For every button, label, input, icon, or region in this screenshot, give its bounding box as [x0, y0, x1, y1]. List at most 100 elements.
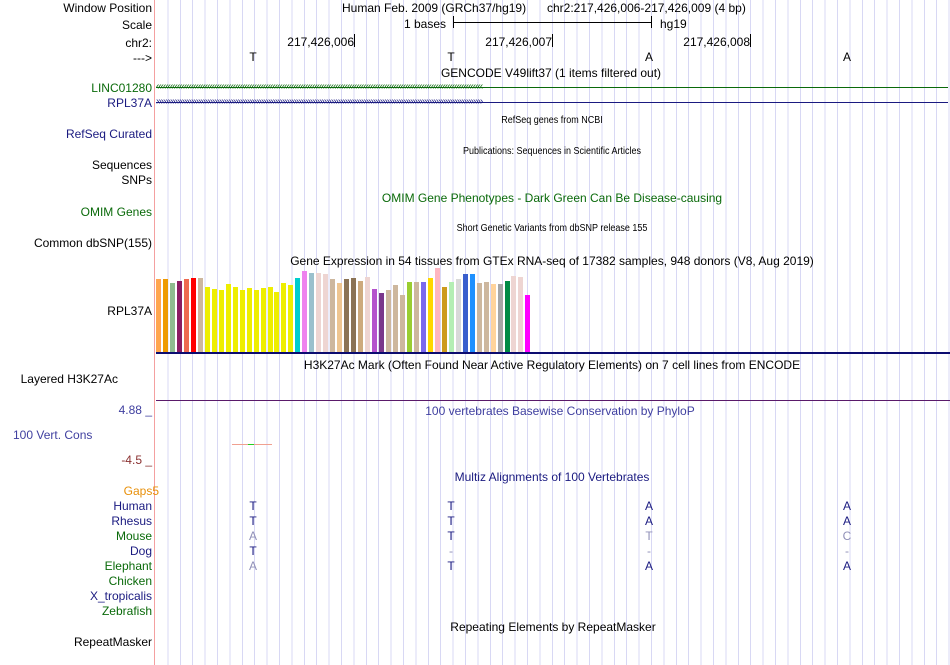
species-label[interactable]: Chicken [108, 574, 152, 588]
gtex-bar[interactable] [525, 295, 531, 353]
gtex-bar[interactable] [455, 279, 461, 353]
gtex-bar[interactable] [190, 278, 196, 353]
gtex-bar[interactable] [365, 276, 371, 353]
gtex-bar[interactable] [399, 295, 405, 353]
phylop-label[interactable]: 100 Vert. Cons [13, 428, 93, 442]
alignment-base: T [249, 499, 257, 513]
gtex-bar[interactable] [483, 281, 489, 353]
species-label[interactable]: X_tropicalis [89, 589, 152, 603]
gtex-bar[interactable] [392, 285, 398, 353]
gtex-bar[interactable] [330, 279, 336, 353]
tick-label: 217,426,007 [485, 35, 552, 49]
tick-mark [552, 34, 553, 47]
gene-rpl37a[interactable]: ››››››››››››››››››››››››››››››››››››››››… [156, 97, 948, 107]
gtex-bar[interactable] [476, 283, 482, 353]
gtex-bar[interactable] [427, 278, 433, 353]
sequence-base: A [842, 50, 852, 64]
gtex-bar[interactable] [162, 279, 168, 353]
sequence-base: T [447, 50, 455, 64]
gtex-bar[interactable] [511, 275, 517, 353]
gtex-bar[interactable] [358, 280, 364, 353]
gtex-bar[interactable] [281, 283, 287, 353]
gtex-bar[interactable] [490, 284, 496, 353]
snps-label[interactable]: SNPs [121, 173, 152, 187]
gtex-bar[interactable] [344, 279, 350, 353]
dbsnp-label[interactable]: Common dbSNP(155) [33, 236, 152, 250]
repeatmasker-label[interactable]: RepeatMasker [73, 635, 152, 649]
gtex-bar[interactable] [337, 283, 343, 353]
sequences-label[interactable]: Sequences [91, 158, 152, 172]
species-label[interactable]: Dog [129, 544, 152, 558]
gtex-bar[interactable] [386, 290, 391, 353]
alignment-base: A [842, 514, 852, 528]
tick-mark [354, 34, 355, 47]
gtex-bar[interactable] [197, 278, 203, 353]
gene-label-linc01280[interactable]: LINC01280 [91, 81, 152, 95]
alignment-base: A [644, 514, 654, 528]
gtex-bar[interactable] [379, 292, 385, 353]
gtex-bar[interactable] [211, 289, 217, 353]
gtex-bar[interactable] [156, 279, 161, 353]
gtex-bar[interactable] [253, 290, 259, 353]
repeatmasker-title: Repeating Elements by RepeatMasker [450, 620, 656, 634]
gtex-bar[interactable] [518, 276, 524, 353]
alignment-base: T [447, 499, 455, 513]
gtex-bar[interactable] [295, 278, 301, 353]
gaps-label[interactable]: Gaps5 [123, 484, 159, 498]
gtex-bar[interactable] [497, 284, 503, 353]
gtex-bar[interactable] [267, 286, 273, 353]
species-label[interactable]: Elephant [104, 559, 152, 573]
gtex-bar[interactable] [351, 278, 357, 353]
gtex-bar[interactable] [204, 286, 210, 353]
phylop-min: -4.5 _ [121, 453, 152, 467]
gtex-bar[interactable] [218, 290, 224, 353]
gene-linc01280[interactable]: ‹‹‹‹‹‹‹‹‹‹‹‹‹‹‹‹‹‹‹‹‹‹‹‹‹‹‹‹‹‹‹‹‹‹‹‹‹‹‹‹… [156, 82, 948, 92]
species-label[interactable]: Human [113, 499, 152, 513]
gtex-bar[interactable] [260, 287, 266, 353]
gtex-bar[interactable] [176, 280, 182, 353]
alignment-base: A [842, 499, 852, 513]
gene-label-rpl37a[interactable]: RPL37A [107, 96, 152, 110]
gtex-bar-chart[interactable] [156, 266, 536, 353]
gtex-bar[interactable] [323, 273, 329, 353]
species-label[interactable]: Rhesus [111, 514, 152, 528]
scale-bar-end [453, 16, 454, 28]
gtex-bar[interactable] [239, 290, 245, 353]
gtex-bar[interactable] [302, 270, 308, 353]
omim-label[interactable]: OMIM Genes [80, 205, 152, 219]
gtex-bar[interactable] [406, 281, 412, 353]
gtex-bar[interactable] [225, 284, 231, 353]
tick-label: 217,426,006 [287, 35, 354, 49]
sequence-base: A [644, 50, 654, 64]
gtex-bar[interactable] [462, 273, 468, 353]
alignment-base: - [845, 544, 849, 558]
gtex-bar[interactable] [372, 289, 378, 353]
gtex-bar[interactable] [183, 279, 189, 353]
gtex-bar[interactable] [420, 281, 426, 353]
gtex-bar[interactable] [288, 285, 294, 353]
alignment-base: A [842, 559, 852, 573]
alignment-base: - [449, 544, 453, 558]
species-label[interactable]: Zebrafish [101, 604, 152, 618]
sequence-base: T [249, 50, 257, 64]
gtex-bar[interactable] [434, 268, 440, 353]
gtex-bar[interactable] [246, 288, 252, 353]
gtex-bar[interactable] [274, 291, 280, 353]
omim-title: OMIM Gene Phenotypes - Dark Green Can Be… [381, 191, 723, 205]
gtex-bar[interactable] [309, 273, 315, 353]
gtex-bar[interactable] [448, 281, 454, 353]
h3k27ac-line [156, 400, 950, 401]
h3k27ac-label[interactable]: Layered H3K27Ac [20, 372, 118, 386]
gtex-label[interactable]: RPL37A [107, 304, 152, 318]
refseq-label[interactable]: RefSeq Curated [65, 127, 152, 141]
gtex-bar[interactable] [413, 282, 419, 353]
gtex-bar[interactable] [169, 283, 175, 353]
gtex-bar[interactable] [316, 273, 322, 353]
gtex-bar[interactable] [469, 273, 475, 353]
gtex-bar[interactable] [504, 280, 510, 353]
publications-title: Publications: Sequences in Scientific Ar… [462, 146, 642, 157]
gtex-bar[interactable] [232, 286, 238, 353]
gtex-bar[interactable] [441, 286, 447, 353]
species-label[interactable]: Mouse [115, 529, 152, 543]
h3k27ac-title: H3K27Ac Mark (Often Found Near Active Re… [303, 358, 801, 372]
